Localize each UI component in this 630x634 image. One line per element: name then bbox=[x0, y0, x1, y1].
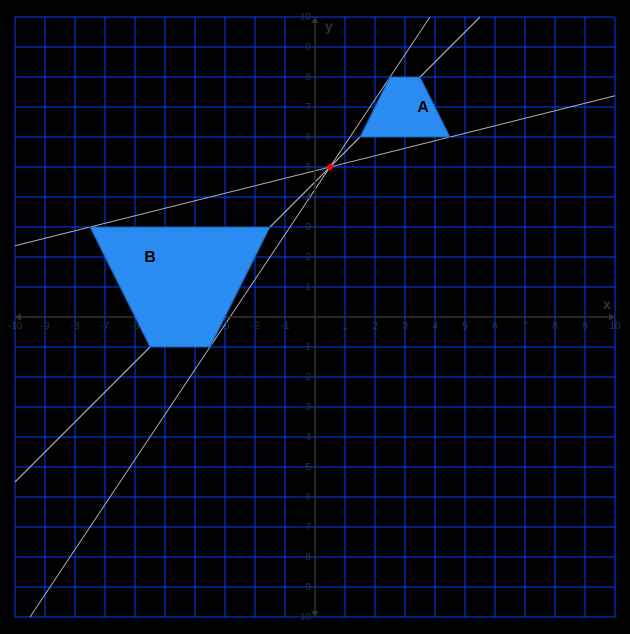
y-tick-label: 4 bbox=[305, 192, 311, 203]
y-tick-label: -3 bbox=[302, 402, 311, 413]
y-tick-label: 7 bbox=[305, 102, 311, 113]
y-tick-label: 5 bbox=[305, 162, 311, 173]
shape-label-A: A bbox=[417, 99, 429, 116]
x-tick-label: -9 bbox=[41, 321, 50, 332]
center-of-enlargement bbox=[327, 164, 333, 170]
y-tick-label: -6 bbox=[302, 492, 311, 503]
x-tick-label: 10 bbox=[609, 321, 621, 332]
axis-arrow bbox=[15, 313, 21, 320]
x-tick-label: 1 bbox=[342, 321, 348, 332]
y-tick-label: 2 bbox=[305, 252, 311, 263]
axis-arrow bbox=[311, 17, 318, 23]
x-tick-label: 7 bbox=[522, 321, 528, 332]
x-tick-label: -2 bbox=[251, 321, 260, 332]
y-tick-label: 9 bbox=[305, 42, 311, 53]
x-tick-label: 4 bbox=[432, 321, 438, 332]
shape-label-B: B bbox=[144, 249, 156, 266]
axis-arrow bbox=[609, 313, 615, 320]
x-tick-label: -8 bbox=[71, 321, 80, 332]
x-tick-label: 6 bbox=[492, 321, 498, 332]
y-tick-label: 6 bbox=[305, 132, 311, 143]
y-tick-label: 3 bbox=[305, 222, 311, 233]
y-tick-label: -2 bbox=[302, 372, 311, 383]
y-tick-label: -4 bbox=[302, 432, 311, 443]
x-tick-label: -10 bbox=[8, 321, 23, 332]
y-tick-label: -9 bbox=[302, 582, 311, 593]
chart-svg: -10 -9 -8 -7 -6 -5 -4 -3 -2 -1 1 2 3 4 5 6 7 8 9 10 -10 -9 -8 -… bbox=[0, 0, 630, 634]
y-tick-label: 8 bbox=[305, 72, 311, 83]
y-tick-label: -5 bbox=[302, 462, 311, 473]
y-tick-label: -10 bbox=[297, 612, 312, 623]
x-tick-label: -7 bbox=[101, 321, 110, 332]
x-axis-label: x bbox=[603, 296, 611, 312]
coordinate-chart: -10 -9 -8 -7 -6 -5 -4 -3 -2 -1 1 2 3 4 5 6 7 8 9 10 -10 -9 -8 -… bbox=[0, 0, 630, 634]
y-tick-label: 10 bbox=[300, 12, 312, 23]
y-axis-label: y bbox=[325, 18, 333, 34]
x-tick-label: 5 bbox=[462, 321, 468, 332]
y-tick-label: -1 bbox=[302, 342, 311, 353]
axis-arrow bbox=[311, 611, 318, 617]
y-tick-label: -8 bbox=[302, 552, 311, 563]
x-tick-label: -1 bbox=[281, 321, 290, 332]
y-tick-label: -7 bbox=[302, 522, 311, 533]
x-tick-label: 3 bbox=[402, 321, 408, 332]
x-tick-label: 9 bbox=[582, 321, 588, 332]
x-tick-label: 2 bbox=[372, 321, 378, 332]
y-tick-label: 1 bbox=[305, 282, 311, 293]
x-tick-label: 8 bbox=[552, 321, 558, 332]
